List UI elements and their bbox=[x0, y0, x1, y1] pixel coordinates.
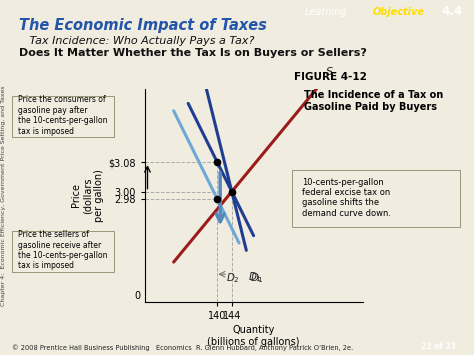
Text: 22 of 33: 22 of 33 bbox=[421, 342, 456, 351]
Text: Tax Incidence: Who Actually Pays a Tax?: Tax Incidence: Who Actually Pays a Tax? bbox=[19, 36, 255, 46]
Text: 10-cents-per-gallon
federal excise tax on
gasoline shifts the
demand curve down.: 10-cents-per-gallon federal excise tax o… bbox=[301, 178, 391, 218]
Y-axis label: Price
(dollars
per gallon): Price (dollars per gallon) bbox=[71, 169, 104, 222]
Text: The Incidence of a Tax on
Gasoline Paid by Buyers: The Incidence of a Tax on Gasoline Paid … bbox=[304, 91, 443, 112]
Text: © 2008 Prentice Hall Business Publishing   Economics  R. Glenn Hubbard, Anthony : © 2008 Prentice Hall Business Publishing… bbox=[12, 344, 353, 351]
Text: $D_1$: $D_1$ bbox=[248, 270, 262, 284]
Text: The Economic Impact of Taxes: The Economic Impact of Taxes bbox=[19, 18, 267, 33]
Text: FIGURE 4-12: FIGURE 4-12 bbox=[294, 72, 367, 82]
Text: Price the consumers of
gasoline pay after
the 10-cents-per-gallon
tax is imposed: Price the consumers of gasoline pay afte… bbox=[18, 95, 108, 136]
Text: Chapter 4:  Economic Efficiency, Government Price Setting, and Taxes: Chapter 4: Economic Efficiency, Governme… bbox=[1, 85, 6, 306]
Text: Objective: Objective bbox=[373, 6, 425, 17]
Text: $D_1$: $D_1$ bbox=[250, 272, 264, 285]
Text: Learning: Learning bbox=[305, 6, 347, 17]
Text: Price the sellers of
gasoline receive after
the 10-cents-per-gallon
tax is impos: Price the sellers of gasoline receive af… bbox=[18, 230, 108, 271]
Text: S: S bbox=[326, 67, 333, 77]
Text: 0: 0 bbox=[135, 291, 141, 301]
Text: $D_2$: $D_2$ bbox=[226, 272, 240, 285]
Text: Does It Matter Whether the Tax Is on Buyers or Sellers?: Does It Matter Whether the Tax Is on Buy… bbox=[19, 48, 367, 58]
X-axis label: Quantity
(billions of gallons): Quantity (billions of gallons) bbox=[207, 325, 300, 346]
Text: 4.4: 4.4 bbox=[442, 5, 463, 18]
